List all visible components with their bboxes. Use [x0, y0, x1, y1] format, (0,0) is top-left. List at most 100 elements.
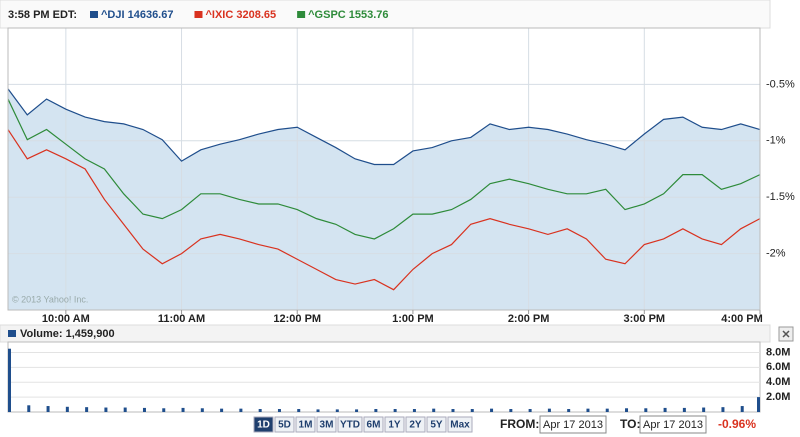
legend-swatch	[194, 11, 203, 18]
volume-bar	[181, 407, 185, 412]
volume-bar	[142, 407, 146, 412]
legend-swatch	[90, 11, 98, 18]
volume-bar	[509, 409, 513, 412]
volume-bar	[432, 408, 436, 412]
range-label: YTD	[340, 420, 360, 431]
x-tick-label: 2:00 PM	[508, 313, 550, 325]
timestamp: 3:58 PM EDT:	[8, 9, 77, 21]
y-tick-label: -0.5%	[766, 78, 795, 90]
x-tick-label: 1:00 PM	[392, 313, 434, 325]
x-tick-label: 3:00 PM	[624, 313, 666, 325]
from-value: Apr 17 2013	[543, 419, 603, 431]
range-label: 1M	[299, 420, 313, 431]
series-line	[7, 88, 761, 166]
volume-bar	[567, 409, 571, 412]
volume-swatch	[8, 330, 16, 337]
x-tick-label: 4:00 PM	[721, 313, 763, 325]
volume-bar	[85, 407, 89, 412]
volume-bar	[355, 409, 359, 412]
y-tick-label: 2.0M	[766, 391, 790, 403]
series-line	[7, 129, 761, 291]
range-label: 1D	[257, 420, 270, 431]
volume-bar	[663, 407, 667, 412]
range-button[interactable]	[384, 416, 405, 433]
volume-bar	[104, 407, 108, 412]
range-label: 5D	[278, 420, 291, 431]
y-tick-label: 8.0M	[766, 346, 790, 358]
volume-bar	[27, 405, 31, 412]
from-label: FROM:	[500, 417, 539, 431]
volume-bar	[374, 409, 378, 412]
x-tick-label: 12:00 PM	[273, 313, 321, 325]
legend-bar	[0, 0, 771, 29]
range-button[interactable]	[295, 416, 316, 433]
range-label: 2Y	[409, 420, 422, 431]
range-button[interactable]	[447, 416, 473, 433]
volume-header	[0, 324, 771, 343]
volume-bar	[451, 409, 455, 412]
volume-bar	[277, 409, 281, 412]
volume-bar	[740, 406, 744, 412]
y-tick-label: 6.0M	[766, 361, 790, 373]
volume-bar	[46, 406, 50, 412]
range-button[interactable]	[426, 416, 447, 433]
range-label: Max	[450, 420, 470, 431]
volume-bar	[65, 406, 69, 412]
volume-bar	[220, 408, 224, 412]
volume-frame	[7, 341, 761, 413]
volume-bar	[682, 407, 686, 412]
volume-bar	[757, 397, 760, 412]
volume-bar	[393, 409, 397, 412]
range-button[interactable]	[337, 416, 363, 433]
x-tick-label: 11:00 AM	[158, 313, 205, 325]
volume-bar	[586, 408, 590, 412]
volume-bar	[335, 409, 339, 412]
range-label: 3M	[320, 420, 334, 431]
to-value: Apr 17 2013	[643, 419, 703, 431]
area	[8, 88, 760, 310]
legend-swatch	[297, 11, 306, 18]
volume-bar	[547, 408, 551, 412]
y-tick-label: -1.5%	[766, 191, 795, 203]
legend-label: ^GSPC 1553.76	[308, 9, 388, 21]
range-button[interactable]	[405, 416, 426, 433]
range-button[interactable]	[274, 416, 295, 433]
volume-bar	[316, 409, 320, 412]
to-label: TO:	[620, 417, 640, 431]
volume-bar	[162, 408, 166, 412]
volume-bar	[123, 407, 127, 412]
range-button[interactable]	[316, 416, 337, 433]
range-label: 6M	[367, 420, 381, 431]
x-tick-label: 10:00 AM	[42, 313, 90, 325]
from-input[interactable]	[539, 415, 607, 434]
volume-title: Volume: 1,459,900	[20, 328, 115, 340]
change: -0.96%	[718, 417, 756, 431]
legend-label: ^DJI 14636.67	[101, 9, 173, 21]
volume-bar	[412, 409, 416, 412]
range-label: 1Y	[388, 420, 401, 431]
y-tick-label: 4.0M	[766, 376, 790, 388]
range-button[interactable]	[253, 416, 274, 433]
volume-bar	[239, 408, 243, 412]
volume-bar	[470, 409, 474, 412]
range-button[interactable]	[363, 416, 384, 433]
range-label: 5Y	[430, 420, 443, 431]
volume-bar	[200, 408, 204, 412]
volume-bar	[605, 408, 609, 412]
volume-bar	[721, 407, 725, 412]
to-input[interactable]	[639, 415, 707, 434]
volume-bar	[702, 407, 706, 412]
volume-bar	[8, 348, 11, 412]
volume-bar	[625, 408, 629, 412]
volume-bar	[644, 408, 648, 412]
volume-bar	[297, 409, 301, 412]
volume-bar	[490, 408, 494, 412]
legend-label: ^IXIC 3208.65	[205, 9, 276, 21]
series-line	[7, 98, 761, 240]
volume-bar	[528, 409, 532, 412]
y-tick-label: -1%	[766, 135, 786, 147]
volume-bar	[258, 409, 262, 412]
plot-frame	[7, 27, 761, 311]
y-tick-label: -2%	[766, 248, 786, 260]
